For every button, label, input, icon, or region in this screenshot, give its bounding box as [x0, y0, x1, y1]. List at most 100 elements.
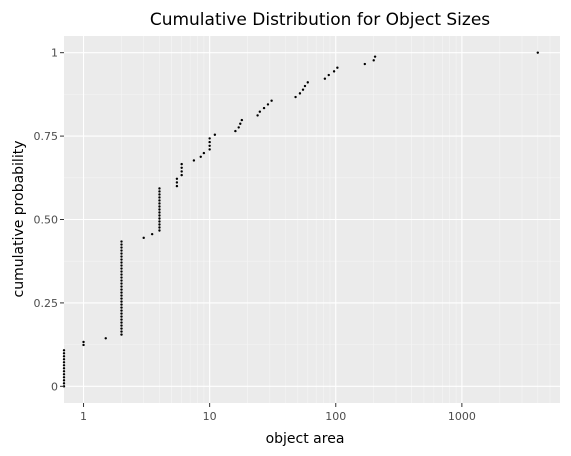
data-point	[62, 373, 66, 376]
data-point	[120, 300, 123, 303]
data-point	[237, 126, 240, 129]
data-point	[372, 59, 375, 62]
x-tick-label: 100	[325, 410, 346, 423]
data-point	[256, 114, 259, 117]
data-point	[301, 88, 305, 91]
minor-gridlines-y	[64, 94, 560, 345]
data-point	[158, 190, 161, 193]
data-point	[62, 361, 66, 364]
data-point	[303, 84, 307, 88]
data-point	[175, 184, 179, 188]
data-point	[158, 226, 161, 229]
data-points	[62, 51, 539, 388]
data-point	[120, 261, 123, 264]
x-axis-title: object area	[266, 431, 345, 447]
data-point	[536, 51, 539, 54]
data-point	[332, 70, 336, 73]
data-point	[62, 367, 66, 370]
data-point	[62, 382, 66, 385]
data-point	[62, 370, 66, 373]
data-point	[120, 240, 123, 243]
data-point	[120, 249, 123, 252]
data-point	[180, 170, 183, 173]
data-point	[158, 193, 161, 196]
data-point	[266, 103, 270, 106]
data-point	[142, 236, 145, 240]
data-point	[120, 252, 123, 255]
x-axis: 1 10 100 1000	[80, 403, 476, 423]
data-point	[120, 312, 123, 315]
data-point	[120, 267, 123, 270]
data-point	[158, 223, 161, 226]
data-point	[363, 62, 367, 66]
data-point	[208, 137, 211, 140]
chart-title: Cumulative Distribution for Object Sizes	[150, 10, 490, 30]
data-point	[120, 321, 123, 324]
data-point	[120, 315, 123, 318]
y-axis: 0 0.25 0.50 0.75 1	[34, 47, 64, 393]
data-point	[239, 122, 242, 125]
data-point	[208, 140, 211, 144]
data-point	[158, 214, 161, 217]
data-point	[120, 330, 123, 333]
data-point	[180, 162, 183, 166]
data-point	[262, 106, 266, 110]
data-point	[158, 217, 161, 220]
data-point	[240, 118, 244, 122]
data-point	[120, 291, 123, 294]
data-point	[120, 306, 123, 309]
data-point	[234, 129, 237, 133]
data-point	[202, 151, 206, 155]
data-point	[270, 99, 273, 102]
y-tick-label: 0	[51, 380, 58, 393]
data-point	[158, 220, 161, 223]
data-point	[175, 177, 179, 180]
y-axis-title: cumulative probability	[11, 141, 27, 298]
data-point	[62, 376, 66, 379]
data-point	[158, 202, 161, 205]
data-point	[120, 264, 123, 267]
y-tick-label: 0.50	[34, 214, 59, 227]
data-point	[323, 77, 327, 80]
data-point	[158, 187, 161, 190]
data-point	[199, 155, 202, 158]
data-point	[158, 208, 161, 211]
data-point	[150, 232, 154, 236]
data-point	[120, 297, 123, 300]
data-point	[62, 358, 66, 361]
data-point	[213, 133, 217, 136]
x-tick-label: 10	[203, 410, 217, 423]
data-point	[306, 81, 309, 84]
data-point	[120, 246, 123, 249]
data-point	[120, 294, 123, 297]
data-point	[120, 255, 123, 258]
y-tick-label: 1	[51, 47, 58, 60]
data-point	[120, 285, 123, 288]
data-point	[62, 379, 66, 382]
data-point	[158, 199, 161, 202]
data-point	[208, 144, 211, 147]
data-point	[158, 196, 161, 199]
data-point	[336, 66, 339, 69]
data-point	[294, 95, 297, 99]
data-point	[158, 211, 161, 214]
data-point	[327, 73, 330, 77]
data-point	[208, 148, 211, 151]
data-point	[104, 337, 107, 340]
data-point	[120, 273, 123, 276]
x-tick-label: 1000	[448, 410, 476, 423]
data-point	[258, 110, 262, 113]
data-point	[120, 270, 123, 273]
data-point	[158, 205, 161, 208]
data-point	[120, 303, 123, 306]
major-gridlines-y	[64, 52, 560, 387]
y-tick-label: 0.75	[34, 130, 59, 143]
data-point	[373, 55, 377, 58]
data-point	[62, 364, 66, 367]
data-point	[120, 282, 123, 285]
data-point	[175, 181, 179, 184]
data-point	[120, 258, 123, 261]
data-point	[62, 349, 66, 352]
data-point	[120, 288, 123, 291]
